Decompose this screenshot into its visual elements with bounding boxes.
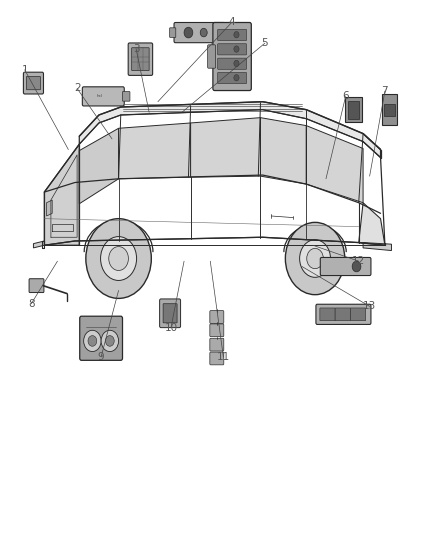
Circle shape xyxy=(184,27,193,38)
Text: 3: 3 xyxy=(133,44,139,53)
Polygon shape xyxy=(363,243,392,251)
FancyBboxPatch shape xyxy=(350,308,366,321)
Polygon shape xyxy=(44,144,79,245)
FancyBboxPatch shape xyxy=(163,304,177,323)
Circle shape xyxy=(84,330,101,352)
Circle shape xyxy=(234,75,239,81)
Polygon shape xyxy=(119,123,191,179)
FancyBboxPatch shape xyxy=(159,299,180,328)
FancyBboxPatch shape xyxy=(320,257,371,276)
FancyBboxPatch shape xyxy=(29,279,44,293)
Polygon shape xyxy=(306,126,363,203)
Text: 12: 12 xyxy=(352,256,365,266)
FancyBboxPatch shape xyxy=(123,92,130,101)
Polygon shape xyxy=(46,200,52,216)
FancyBboxPatch shape xyxy=(170,28,176,37)
FancyBboxPatch shape xyxy=(320,308,335,321)
Text: 2: 2 xyxy=(74,83,81,93)
FancyBboxPatch shape xyxy=(210,338,224,351)
Circle shape xyxy=(234,46,239,52)
Circle shape xyxy=(101,237,137,280)
Circle shape xyxy=(109,247,128,270)
Text: 1: 1 xyxy=(21,65,28,75)
Circle shape xyxy=(286,222,345,295)
FancyBboxPatch shape xyxy=(23,72,43,94)
FancyBboxPatch shape xyxy=(132,48,149,70)
FancyBboxPatch shape xyxy=(316,304,371,325)
FancyBboxPatch shape xyxy=(82,87,124,106)
FancyBboxPatch shape xyxy=(210,311,224,324)
Circle shape xyxy=(200,28,207,37)
FancyBboxPatch shape xyxy=(213,22,251,91)
Text: 13: 13 xyxy=(363,301,376,311)
FancyBboxPatch shape xyxy=(335,308,350,321)
Text: 6: 6 xyxy=(343,91,349,101)
Text: 9: 9 xyxy=(98,352,104,362)
Text: 11: 11 xyxy=(217,352,230,362)
Text: 8: 8 xyxy=(28,298,35,309)
Text: hcl: hcl xyxy=(97,94,103,99)
FancyBboxPatch shape xyxy=(128,43,152,75)
Polygon shape xyxy=(261,118,306,184)
Polygon shape xyxy=(79,128,119,204)
FancyBboxPatch shape xyxy=(382,94,397,125)
Polygon shape xyxy=(79,102,381,158)
Polygon shape xyxy=(191,118,261,177)
Circle shape xyxy=(352,261,361,272)
Polygon shape xyxy=(33,241,44,248)
Text: 10: 10 xyxy=(164,322,177,333)
Circle shape xyxy=(106,336,114,346)
Text: 4: 4 xyxy=(229,17,235,27)
FancyBboxPatch shape xyxy=(218,29,247,41)
FancyBboxPatch shape xyxy=(80,316,123,360)
FancyBboxPatch shape xyxy=(218,72,247,84)
FancyBboxPatch shape xyxy=(218,58,247,69)
Text: 7: 7 xyxy=(381,86,388,96)
Circle shape xyxy=(234,60,239,67)
Circle shape xyxy=(88,336,97,346)
FancyBboxPatch shape xyxy=(174,22,225,43)
FancyBboxPatch shape xyxy=(218,44,247,55)
Circle shape xyxy=(86,219,151,298)
FancyBboxPatch shape xyxy=(210,324,224,337)
Text: 5: 5 xyxy=(261,38,268,48)
Circle shape xyxy=(307,248,323,269)
FancyBboxPatch shape xyxy=(26,76,40,90)
FancyBboxPatch shape xyxy=(345,98,362,122)
Circle shape xyxy=(234,31,239,38)
Circle shape xyxy=(101,330,119,352)
FancyBboxPatch shape xyxy=(348,101,359,119)
FancyBboxPatch shape xyxy=(208,45,215,68)
FancyBboxPatch shape xyxy=(210,352,224,365)
Polygon shape xyxy=(359,203,385,245)
Circle shape xyxy=(300,240,331,277)
FancyBboxPatch shape xyxy=(384,104,395,116)
